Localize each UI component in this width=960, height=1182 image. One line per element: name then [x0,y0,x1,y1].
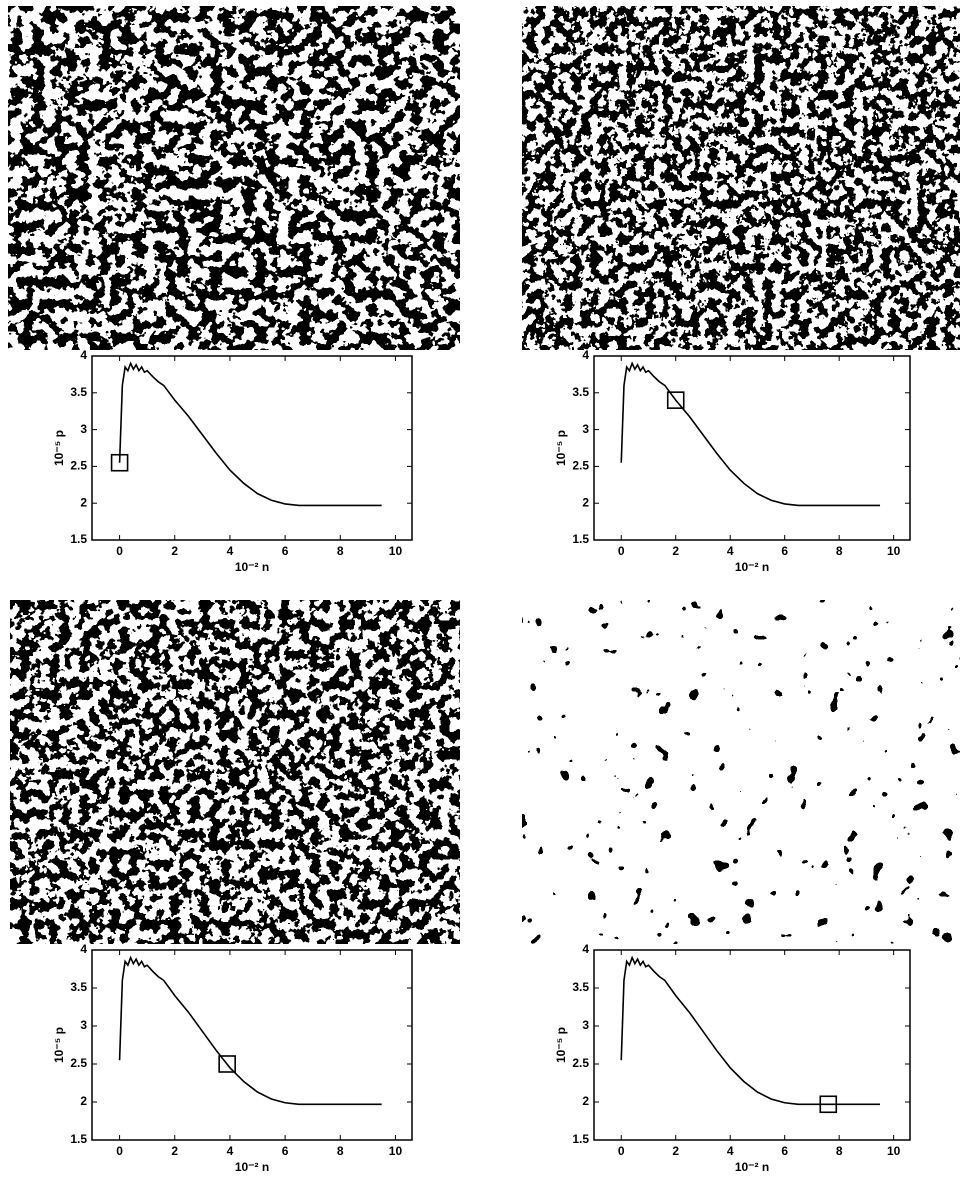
x-axis-label: 10⁻² n [235,1160,269,1174]
x-tick-label: 4 [727,544,734,558]
y-tick-label: 3 [80,1018,87,1032]
x-tick-label: 8 [337,1144,344,1158]
y-axis-label: 10⁻⁵ p [52,1027,66,1063]
y-tick-label: 3.5 [572,385,589,399]
y-axis-label: 10⁻⁵ p [554,1027,568,1063]
x-tick-label: 8 [337,544,344,558]
x-tick-label: 2 [171,1144,178,1158]
y-tick-label: 2 [582,495,589,509]
y-tick-label: 2 [80,495,87,509]
y-tick-label: 3 [80,422,87,436]
y-tick-label: 4 [582,942,589,956]
y-tick-label: 3 [582,1018,589,1032]
y-tick-label: 3.5 [70,980,87,994]
x-tick-label: 6 [781,1144,788,1158]
y-axis-label: 10⁻⁵ p [52,430,66,466]
x-tick-label: 6 [781,544,788,558]
data-line [620,955,881,1106]
y-tick-label: 1.5 [70,532,87,546]
position-marker [666,391,685,409]
x-tick-label: 0 [618,544,625,558]
x-tick-label: 2 [171,544,178,558]
data-line [118,955,382,1106]
network-image [8,6,460,350]
position-marker [819,1095,838,1114]
network-image [522,6,960,350]
y-tick-label: 1.5 [572,532,589,546]
y-tick-label: 3 [582,422,589,436]
x-tick-label: 2 [672,544,679,558]
network-image [522,600,960,944]
x-tick-label: 8 [836,1144,843,1158]
y-tick-label: 2 [582,1094,589,1108]
network-image [10,600,460,944]
y-tick-label: 1.5 [572,1132,589,1146]
x-axis-label: 10⁻² n [735,1160,769,1174]
plot-frame [593,949,911,1141]
y-tick-label: 4 [80,348,87,362]
y-tick-label: 1.5 [70,1132,87,1146]
x-tick-label: 10 [389,1144,403,1158]
y-tick-label: 2.5 [572,459,589,473]
x-axis-label: 10⁻² n [735,560,769,574]
x-tick-label: 10 [887,1144,901,1158]
plot-frame [91,949,413,1141]
x-tick-label: 6 [282,544,289,558]
x-tick-label: 4 [727,1144,734,1158]
x-tick-label: 0 [116,1144,123,1158]
x-tick-label: 0 [618,1144,625,1158]
position-marker [110,453,129,472]
y-axis-label: 10⁻⁵ p [554,430,568,466]
data-line [118,361,382,507]
x-tick-label: 8 [836,544,843,558]
y-tick-label: 3.5 [572,980,589,994]
x-axis-label: 10⁻² n [235,560,269,574]
x-tick-label: 4 [227,1144,234,1158]
plot-frame [593,355,911,541]
plot-frame [91,355,413,541]
y-tick-label: 4 [80,942,87,956]
y-tick-label: 4 [582,348,589,362]
y-tick-label: 3.5 [70,385,87,399]
x-tick-label: 2 [672,1144,679,1158]
x-tick-label: 6 [282,1144,289,1158]
y-tick-label: 2.5 [70,1056,87,1070]
y-tick-label: 2.5 [70,459,87,473]
y-tick-label: 2.5 [572,1056,589,1070]
y-tick-label: 2 [80,1094,87,1108]
x-tick-label: 10 [389,544,403,558]
x-tick-label: 4 [227,544,234,558]
position-marker [218,1055,236,1073]
x-tick-label: 0 [116,544,123,558]
x-tick-label: 10 [887,544,901,558]
